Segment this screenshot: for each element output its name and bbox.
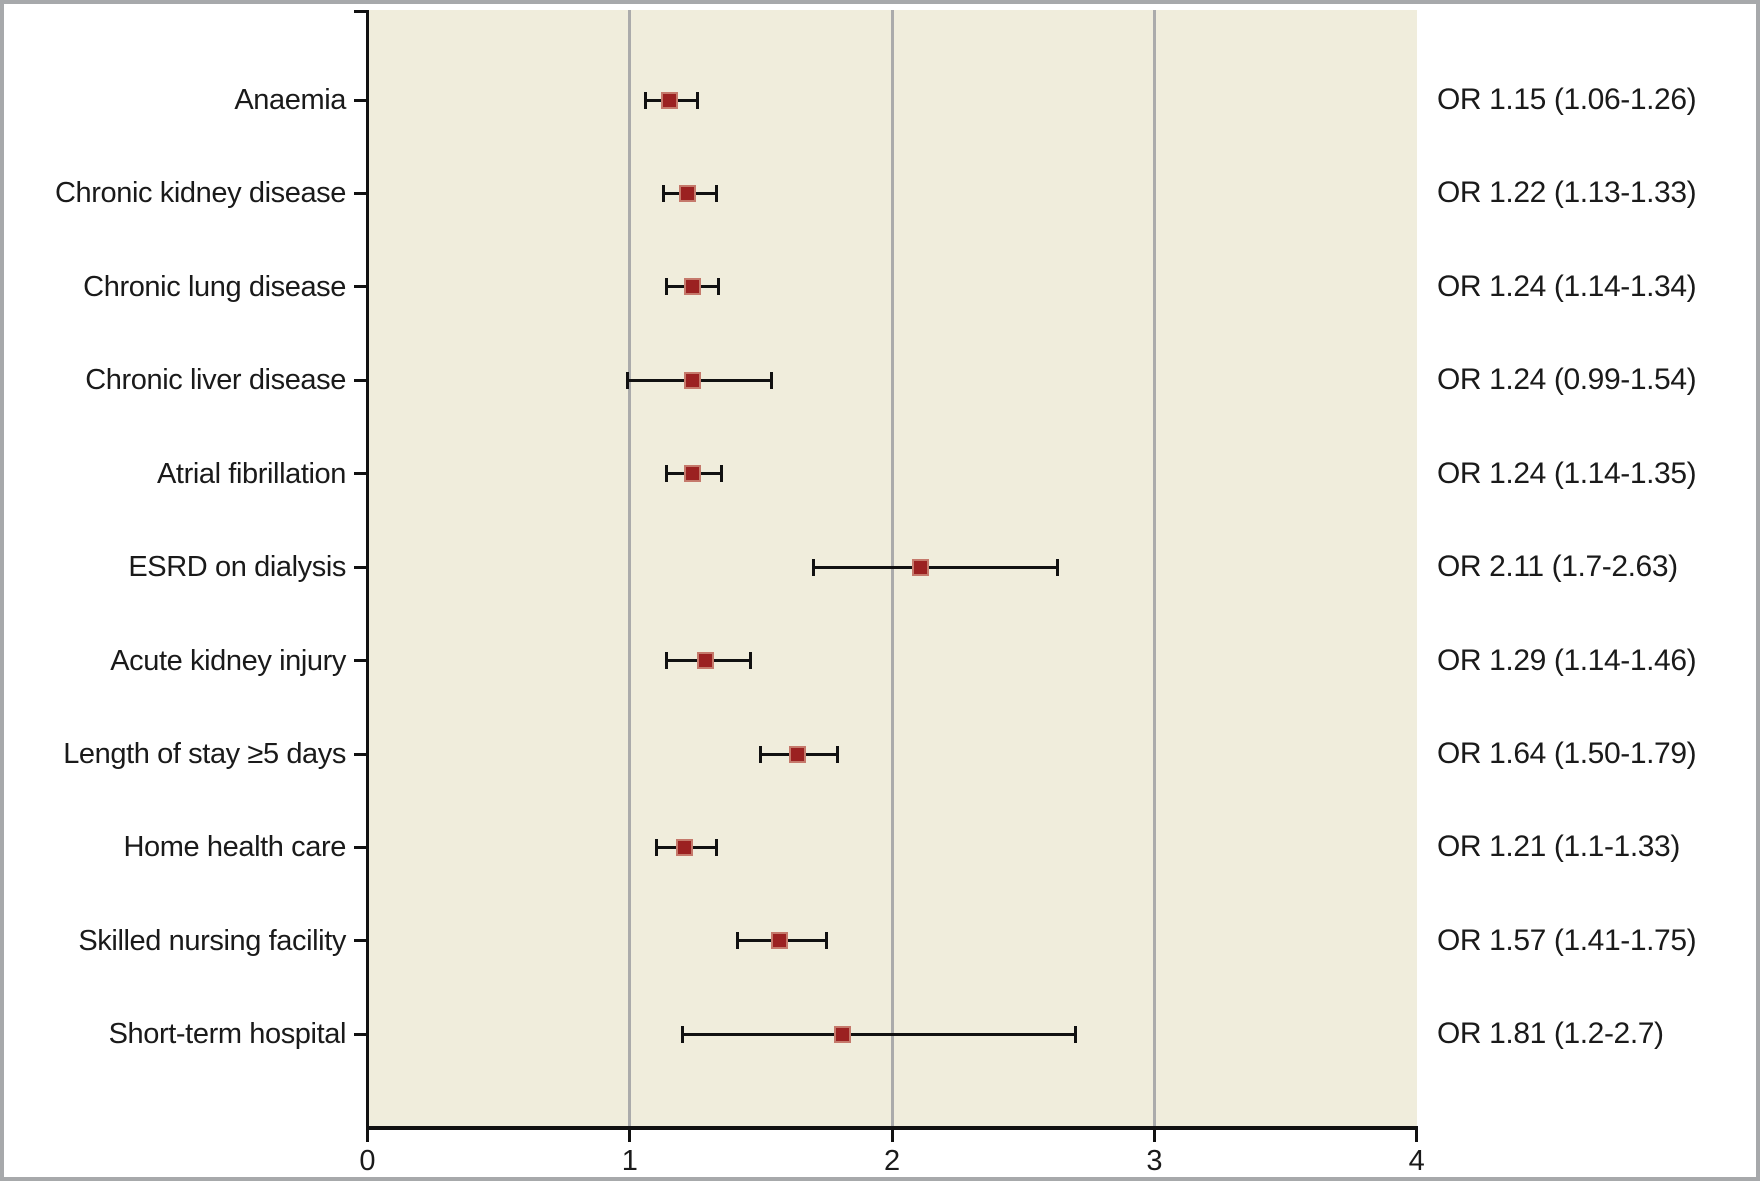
or-annotation-text: OR 1.64 (1.50-1.79) bbox=[1437, 737, 1697, 770]
row-label: Anaemia bbox=[234, 84, 346, 116]
ci-line bbox=[682, 1032, 1076, 1036]
gridline-3 bbox=[1152, 10, 1156, 1126]
x-tick-label: 2 bbox=[884, 1145, 901, 1177]
ci-cap-high bbox=[1055, 558, 1059, 576]
row-label: Home health care bbox=[123, 831, 347, 864]
or-marker bbox=[789, 745, 807, 763]
row-label: Chronic liver disease bbox=[85, 364, 346, 397]
x-tick bbox=[628, 1130, 632, 1142]
row-label: Short-term hospital bbox=[108, 1018, 347, 1051]
row-label: Chronic kidney disease bbox=[54, 177, 346, 210]
ci-cap-high bbox=[720, 465, 724, 483]
or-annotation-text: OR 1.29 (1.14-1.46) bbox=[1437, 643, 1697, 677]
x-tick bbox=[890, 1130, 894, 1142]
or-marker bbox=[660, 91, 678, 109]
or-marker bbox=[912, 558, 930, 576]
y-axis-top-cap bbox=[354, 10, 366, 13]
y-tick bbox=[354, 659, 366, 663]
ci-cap-high bbox=[769, 371, 773, 389]
x-tick-label: 4 bbox=[1408, 1145, 1425, 1177]
ci-cap-low bbox=[735, 932, 739, 950]
y-tick bbox=[354, 939, 366, 943]
row-label: Chronic lung disease bbox=[83, 270, 346, 303]
or-marker bbox=[684, 465, 702, 483]
y-tick bbox=[354, 752, 366, 756]
y-tick bbox=[354, 191, 366, 195]
x-tick-label: 0 bbox=[359, 1145, 376, 1177]
ci-cap-high bbox=[748, 652, 752, 670]
or-annotation-text: OR 1.57 (1.41-1.75) bbox=[1437, 923, 1697, 957]
ci-cap-low bbox=[625, 371, 629, 389]
row-label: Skilled nursing facility bbox=[78, 924, 346, 957]
x-tick bbox=[366, 1130, 369, 1142]
ci-cap-low bbox=[662, 184, 666, 202]
y-tick bbox=[354, 285, 366, 289]
y-tick bbox=[354, 1032, 366, 1036]
or-annotation-text: OR 1.81 (1.2-2.7) bbox=[1437, 1017, 1664, 1051]
ci-cap-low bbox=[759, 745, 763, 763]
ci-cap-high bbox=[717, 278, 721, 296]
y-tick bbox=[354, 378, 366, 382]
or-annotation-text: OR 1.24 (1.14-1.35) bbox=[1437, 456, 1697, 490]
or-marker bbox=[833, 1025, 851, 1043]
ci-cap-low bbox=[665, 465, 669, 483]
x-tick bbox=[1415, 1130, 1419, 1142]
row-label: Length of stay ≥5 days bbox=[63, 738, 346, 770]
y-axis-spine bbox=[366, 10, 369, 1130]
ci-cap-low bbox=[654, 838, 658, 856]
or-marker bbox=[770, 932, 788, 950]
y-tick bbox=[354, 98, 366, 102]
ci-cap-low bbox=[811, 558, 815, 576]
ci-cap-high bbox=[714, 838, 718, 856]
ci-cap-low bbox=[665, 278, 669, 296]
or-marker bbox=[684, 371, 702, 389]
x-tick-label: 1 bbox=[621, 1145, 638, 1177]
ci-cap-low bbox=[644, 91, 648, 109]
or-marker bbox=[676, 838, 694, 856]
ci-cap-high bbox=[696, 91, 700, 109]
ci-cap-high bbox=[835, 745, 839, 763]
ci-cap-high bbox=[714, 184, 718, 202]
row-label: Atrial fibrillation bbox=[156, 457, 346, 490]
or-annotation-text: OR 1.22 (1.13-1.33) bbox=[1437, 176, 1697, 210]
x-tick-label: 3 bbox=[1146, 1145, 1163, 1177]
or-marker bbox=[697, 652, 715, 670]
y-tick bbox=[354, 565, 366, 569]
y-tick bbox=[354, 472, 366, 476]
ci-cap-high bbox=[1074, 1025, 1078, 1043]
x-tick bbox=[1152, 1130, 1156, 1142]
or-marker bbox=[684, 278, 702, 296]
ci-line bbox=[813, 565, 1058, 569]
x-axis-spine bbox=[366, 1126, 1419, 1130]
or-annotation-text: OR 1.21 (1.1-1.33) bbox=[1437, 830, 1680, 864]
or-annotation-text: OR 1.15 (1.06-1.26) bbox=[1437, 83, 1697, 116]
or-annotation-text: OR 2.11 (1.7-2.63) bbox=[1437, 550, 1678, 584]
row-label: ESRD on dialysis bbox=[128, 551, 346, 584]
or-marker bbox=[679, 184, 696, 202]
y-tick bbox=[354, 845, 366, 849]
ci-cap-high bbox=[825, 932, 829, 950]
ci-cap-low bbox=[665, 652, 669, 670]
or-annotation-text: OR 1.24 (0.99-1.54) bbox=[1437, 363, 1697, 397]
gridline-1 bbox=[628, 10, 632, 1126]
or-annotation-text: OR 1.24 (1.14-1.34) bbox=[1437, 269, 1697, 303]
row-label: Acute kidney injury bbox=[110, 644, 346, 677]
ci-cap-low bbox=[680, 1025, 684, 1043]
